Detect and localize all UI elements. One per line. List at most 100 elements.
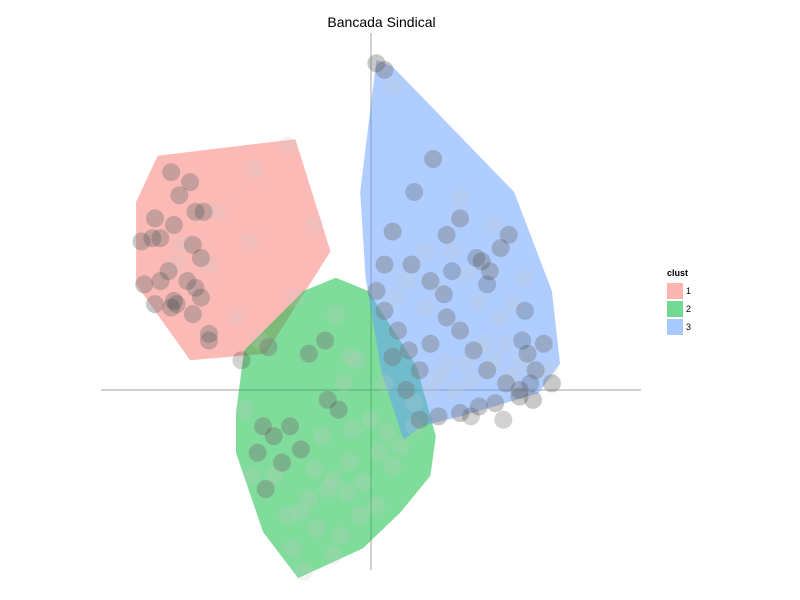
highlight-point-13 [178,272,197,291]
point-cluster-2-34 [367,496,386,515]
point-cluster-1-25 [167,255,186,274]
point-cluster-2-41 [324,546,343,564]
point-cluster-3-62 [437,354,456,373]
highlight-point-22 [183,305,202,324]
point-cluster-3-33 [510,387,529,406]
point-cluster-2-3 [286,288,305,307]
point-cluster-3-7 [491,239,510,258]
point-cluster-3-28 [518,344,537,363]
point-cluster-2-43 [340,348,359,366]
highlight-point-35 [291,440,310,459]
point-cluster-2-29 [256,480,275,498]
point-cluster-3-25 [478,361,497,380]
point-cluster-2-23 [378,423,397,442]
point-cluster-3-35 [470,397,488,416]
highlight-point-47 [402,255,421,274]
point-cluster-3-60 [497,334,515,353]
highlight-point-63 [526,361,545,380]
point-cluster-3-14 [383,222,402,241]
point-cluster-3-23 [451,321,470,340]
highlight-point-82 [494,410,513,429]
point-cluster-3-59 [540,361,559,380]
highlight-point-78 [443,262,461,281]
point-cluster-3-13 [402,255,421,274]
point-cluster-3-57 [502,367,521,386]
legend-label-3: 3 [686,322,692,332]
highlight-point-34 [272,453,291,472]
highlight-point-62 [518,344,537,363]
point-cluster-3-17 [375,301,394,320]
point-cluster-1-34 [251,331,270,350]
point-cluster-1-3 [186,202,205,221]
point-cluster-3-36 [451,404,470,423]
highlight-point-12 [159,262,178,281]
highlight-point-60 [497,374,515,393]
highlight-point-28 [318,390,337,409]
point-cluster-3-30 [534,334,553,353]
highlight-point-20 [162,298,181,317]
legend-title: clust [667,268,689,278]
point-cluster-1-33 [227,308,245,327]
highlight-point-36 [256,480,275,498]
highlight-point-53 [399,341,418,360]
highlight-point-7 [151,229,170,248]
point-cluster-2-27 [299,489,318,508]
point-cluster-2-21 [391,437,410,456]
point-cluster-3-64 [405,394,424,413]
point-cluster-3-48 [491,308,510,327]
point-cluster-3-38 [410,410,429,429]
point-cluster-3-6 [499,225,518,244]
highlight-point-32 [254,417,272,436]
point-cluster-2-32 [332,526,351,545]
point-cluster-1-16 [186,278,205,297]
highlight-point-55 [421,334,440,353]
point-cluster-1-10 [183,235,202,254]
point-cluster-1-6 [164,216,183,234]
point-cluster-3-26 [497,374,515,393]
point-cluster-2-10 [254,417,272,436]
point-cluster-1-7 [151,229,170,248]
point-cluster-2-14 [291,440,310,459]
highlight-point-21 [146,295,164,314]
point-cluster-3-8 [480,262,499,281]
highlight-point-83 [461,407,480,426]
point-cluster-3-21 [421,334,440,353]
point-cluster-1-31 [305,216,324,234]
highlight-point-64 [534,334,553,353]
point-cluster-2-31 [308,519,326,538]
highlight-point-56 [437,308,456,327]
point-cluster-2-35 [340,453,359,472]
point-cluster-3-12 [421,272,440,291]
highlight-point-69 [470,397,488,416]
legend-label-1: 1 [686,286,692,296]
highlight-point-39 [424,150,443,168]
point-cluster-3-63 [421,381,440,399]
point-cluster-3-51 [443,242,461,261]
highlight-point-84 [513,331,532,350]
legend-item-1: 1 [667,282,691,300]
point-cluster-3-44 [416,298,434,317]
highlight-point-66 [524,390,542,409]
highlight-point-6 [164,216,183,234]
point-cluster-3-10 [451,209,470,228]
point-cluster-2-33 [351,506,370,525]
point-cluster-1-26 [173,235,191,254]
point-cluster-3-43 [461,371,480,390]
cluster-hulls [136,60,560,579]
highlight-point-73 [397,381,416,399]
highlight-point-8 [143,229,162,248]
point-cluster-2-42 [335,374,353,393]
highlight-point-68 [486,394,505,413]
point-cluster-1-21 [146,295,164,314]
point-cluster-3-37 [429,407,448,426]
highlight-point-81 [521,374,540,393]
point-cluster-3-32 [524,390,542,409]
highlight-point-16 [186,278,205,297]
highlight-point-65 [542,374,561,393]
legend-item-3: 3 [667,318,691,336]
point-cluster-1-11 [191,249,210,267]
point-cluster-2-18 [353,473,372,492]
legend-swatch-2 [667,301,683,317]
